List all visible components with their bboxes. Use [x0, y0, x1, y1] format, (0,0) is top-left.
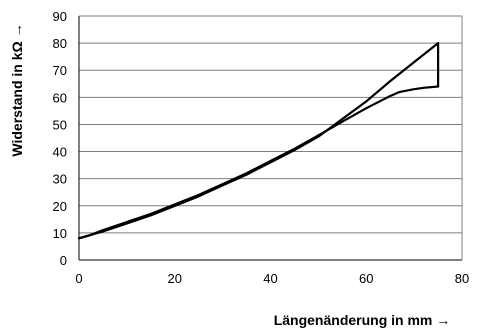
x-tick-label-0: 0 — [75, 271, 82, 286]
series-lines — [77, 41, 440, 240]
x-tick-label-60: 60 — [359, 271, 373, 286]
y-tick-label-90: 90 — [53, 9, 67, 24]
x-tick-labels: 0 20 40 60 80 — [75, 271, 469, 286]
y-tick-label-20: 20 — [53, 199, 67, 214]
y-tick-label-50: 50 — [53, 117, 67, 132]
y-tick-label-80: 80 — [53, 36, 67, 51]
x-axis-title: Längenänderung in mm → — [274, 312, 451, 328]
y-tick-label-70: 70 — [53, 63, 67, 78]
y-tick-labels: 0 10 20 30 40 50 60 70 80 90 — [53, 9, 67, 268]
x-tick-label-40: 40 — [263, 271, 277, 286]
x-tick-label-80: 80 — [455, 271, 469, 286]
series-line-1 — [77, 41, 440, 240]
y-tick-label-60: 60 — [53, 90, 67, 105]
grid-lines — [79, 15, 462, 234]
series-line-3 — [77, 85, 440, 240]
y-tick-label-30: 30 — [53, 172, 67, 187]
x-tick-label-20: 20 — [168, 271, 182, 286]
plot-frame — [78, 16, 463, 261]
y-tick-label-10: 10 — [53, 226, 67, 241]
y-tick-label-0: 0 — [60, 253, 67, 268]
y-tick-label-40: 40 — [53, 145, 67, 160]
y-axis-title: Widerstand in kΩ → — [9, 23, 25, 156]
